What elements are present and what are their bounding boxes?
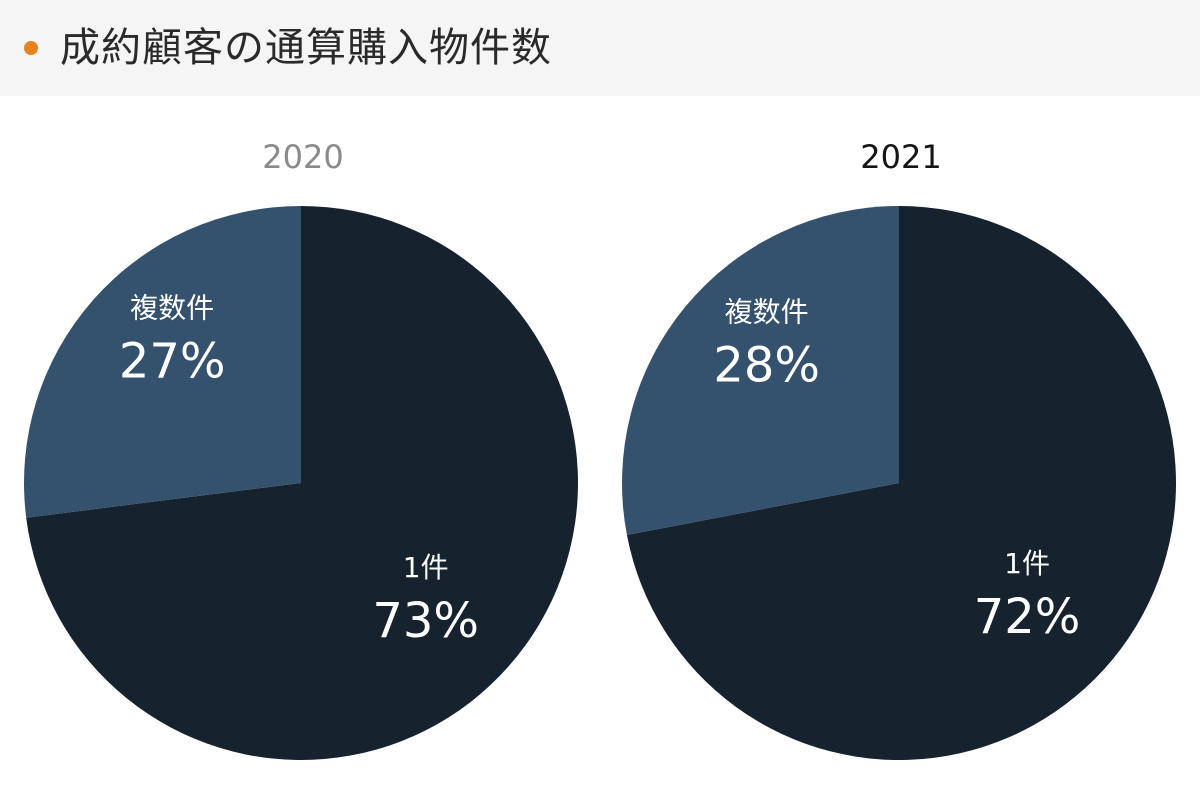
slice-label-2021-single: 1件 [1004,547,1050,580]
pie-chart-2020: 1件 73% 複数件 27% [24,206,578,760]
slice-value-2021-single: 72% [974,589,1081,645]
slice-label-2020-multiple: 複数件 [130,291,214,324]
slice-label-2020-single: 1件 [403,551,449,584]
slice-value-2020-single: 73% [372,593,479,649]
slice-label-2021-multiple: 複数件 [725,296,809,329]
slice-value-2020-multiple: 27% [119,333,226,389]
slice-value-2021-multiple: 28% [713,338,820,394]
pie-chart-2021: 1件 72% 複数件 28% [622,206,1176,760]
